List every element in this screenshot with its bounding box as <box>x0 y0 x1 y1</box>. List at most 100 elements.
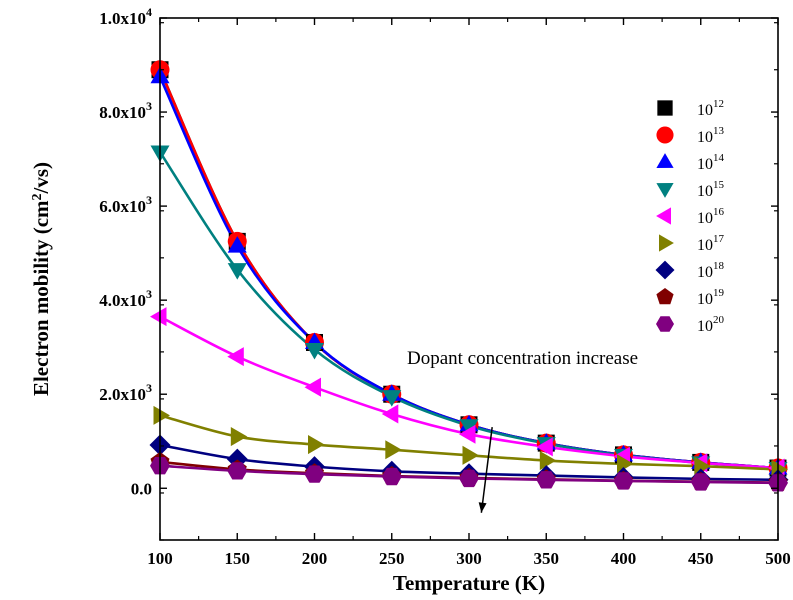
data-point-10-16 <box>459 424 476 444</box>
y-tick-label: 0.0 <box>131 479 152 498</box>
legend-label-base: 10 <box>697 237 713 254</box>
x-tick-label: 100 <box>147 549 173 568</box>
data-point-10-15 <box>459 419 479 436</box>
legend-label-base: 10 <box>697 264 713 281</box>
legend-label: 1019 <box>697 287 725 308</box>
data-point-10-17 <box>230 427 248 447</box>
legend-label: 1014 <box>697 152 725 173</box>
x-tick-label: 500 <box>765 549 791 568</box>
y-tick-label: 6.0x103 <box>99 193 152 216</box>
annotation-text: Dopant concentration increase <box>407 348 638 369</box>
legend-label-exp: 20 <box>713 314 725 326</box>
data-point-10-20 <box>613 472 634 490</box>
data-point-10-20 <box>381 467 402 486</box>
data-point-10-17 <box>617 454 634 474</box>
y-tick-label-exp: 3 <box>146 193 152 207</box>
data-point-10-16 <box>536 437 553 457</box>
y-tick-label-base: 6.0x10 <box>99 197 146 216</box>
data-point-10-17 <box>308 435 325 455</box>
y-tick-label-exp: 3 <box>146 99 152 113</box>
legend-label-exp: 17 <box>713 233 725 245</box>
legend-label-base: 10 <box>697 183 713 200</box>
legend-label-base: 10 <box>697 156 713 173</box>
y-tick-label-base: 4.0x10 <box>99 291 146 310</box>
legend-label-exp: 12 <box>713 98 724 110</box>
y-tick-label: 1.0x104 <box>99 5 152 28</box>
data-point-10-20 <box>536 471 557 489</box>
legend-label-base: 10 <box>697 102 713 119</box>
legend-marker-10-19 <box>656 288 674 305</box>
data-markers <box>149 60 789 492</box>
legend-label-exp: 18 <box>713 260 725 272</box>
y-axis-title-main: Electron mobility (cm <box>29 200 53 396</box>
annotation-arrow-shaft <box>480 427 493 513</box>
y-axis-title: Electron mobility (cm2/vs) <box>29 162 53 396</box>
x-tick-label: 200 <box>302 549 328 568</box>
legend-marker-10-18 <box>655 260 675 280</box>
y-tick-label-exp: 4 <box>146 5 152 19</box>
x-tick-label: 450 <box>688 549 714 568</box>
axes: 100 150 200 250 300 350 400 450 5000.02.0x1034.0… <box>99 5 791 568</box>
legend-marker-10-15 <box>656 183 674 198</box>
legend-label: 1020 <box>697 314 725 335</box>
legend-label-exp: 15 <box>713 179 725 191</box>
data-point-10-16 <box>381 404 399 424</box>
data-point-10-14 <box>227 236 247 253</box>
legend-label: 1016 <box>697 206 725 227</box>
data-point-10-17 <box>385 440 402 460</box>
data-point-10-15 <box>227 263 247 280</box>
x-tick-label: 250 <box>379 549 405 568</box>
x-tick-label: 300 <box>456 549 482 568</box>
legend-marker-10-20 <box>656 316 674 332</box>
data-point-10-17 <box>539 451 557 471</box>
legend-marker-10-17 <box>659 234 674 252</box>
y-tick-label-base: 0.0 <box>131 479 152 498</box>
y-tick-label: 8.0x103 <box>99 99 152 122</box>
data-point-10-16 <box>227 347 244 367</box>
x-axis-title: Temperature (K) <box>393 571 545 595</box>
y-axis-title-unit: /vs) <box>29 162 53 195</box>
legend-label-exp: 16 <box>713 206 725 218</box>
data-point-10-16 <box>304 377 321 397</box>
legend-marker-10-14 <box>656 153 674 168</box>
legend-label-base: 10 <box>697 129 713 146</box>
y-tick-label-base: 2.0x10 <box>99 385 146 404</box>
x-tick-label: 150 <box>225 549 251 568</box>
y-tick-label-exp: 3 <box>146 287 152 301</box>
legend-label-base: 10 <box>697 210 713 227</box>
data-point-10-15 <box>382 390 402 407</box>
legend-label-exp: 13 <box>713 125 725 137</box>
legend-label-base: 10 <box>697 291 713 308</box>
legend-label-exp: 14 <box>713 152 725 164</box>
legend-marker-10-12 <box>657 100 673 116</box>
data-point-10-20 <box>304 465 325 483</box>
annotation-arrow-head <box>478 502 487 513</box>
legend-label: 1015 <box>697 179 725 200</box>
data-point-10-15 <box>305 343 324 360</box>
data-point-10-20 <box>459 469 479 488</box>
y-tick-label: 2.0x103 <box>99 381 152 404</box>
x-tick-label: 400 <box>611 549 637 568</box>
data-point-10-20 <box>690 473 711 491</box>
annotation: Dopant concentration increase <box>407 348 638 513</box>
data-point-10-16 <box>150 307 167 327</box>
legend-label: 1012 <box>697 98 724 119</box>
y-tick-label-exp: 3 <box>146 381 152 395</box>
legend-label: 1018 <box>697 260 725 281</box>
legend-marker-10-13 <box>656 126 674 144</box>
y-tick-label: 4.0x103 <box>99 287 152 310</box>
y-tick-label-base: 8.0x10 <box>99 103 146 122</box>
legend-label: 1017 <box>697 233 725 254</box>
x-tick-label: 350 <box>534 549 560 568</box>
data-point-10-20 <box>227 462 248 480</box>
y-tick-label-base: 1.0x10 <box>99 9 146 28</box>
legend-label-exp: 19 <box>713 287 725 299</box>
legend-label-base: 10 <box>697 318 713 335</box>
data-point-10-17 <box>153 405 170 425</box>
legend-marker-10-16 <box>656 207 671 225</box>
data-point-10-17 <box>462 445 479 465</box>
legend-label: 1013 <box>697 125 725 146</box>
y-axis-title-sup: 2 <box>30 193 45 200</box>
